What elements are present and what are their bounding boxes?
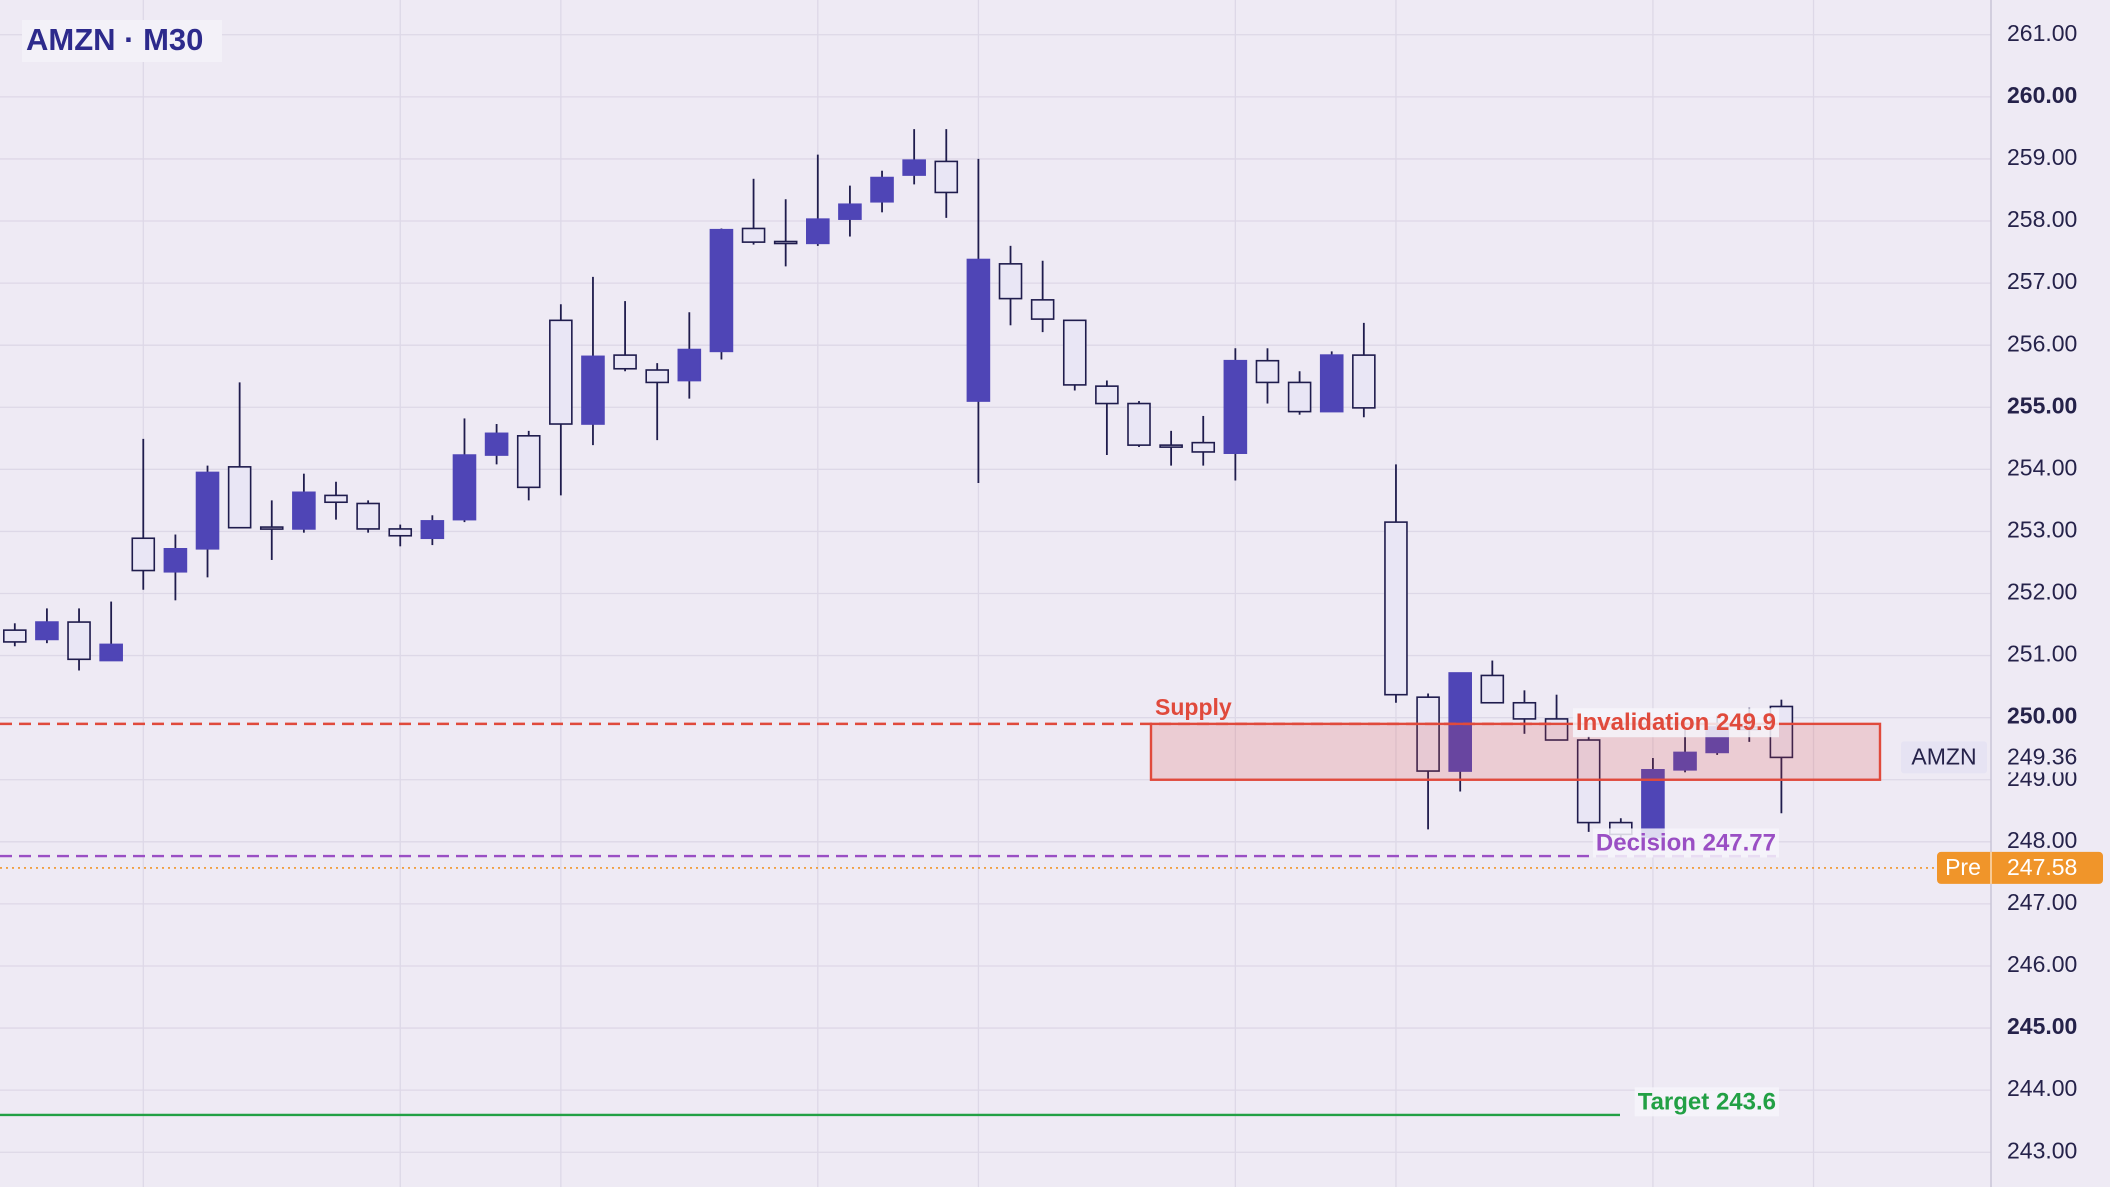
candle-body [195,471,220,550]
candle-body [484,432,509,456]
y-tick-label: 246.00 [2007,951,2077,977]
candle-body [1095,385,1119,405]
candle-body [292,491,316,530]
y-tick-label: 245.00 [2007,1013,2077,1039]
candle-body [1319,354,1344,413]
y-tick-label: 254.00 [2007,454,2077,480]
candle-body [645,369,670,384]
level-label: Decision 247.77 [1596,829,1776,856]
price-axis: 243.00 244.00 245.00 246.00 247.00 248.00 249.… [1901,20,2107,1163]
premarket-tag [1937,851,2103,884]
label-bg [1634,1087,1779,1117]
candle-body [1448,672,1472,772]
y-tick-label: 250.00 [2007,703,2077,729]
overlays: Supply Invalidation 249.9 Decision 247.77 T… [0,694,1938,1117]
candle-body [1416,696,1440,772]
candle-body [324,494,348,504]
y-tick-label: 244.00 [2007,1075,2077,1101]
candle-body [1512,701,1537,720]
candle-body [966,258,991,402]
y-tick-label: 252.00 [2007,579,2077,605]
candle-body [1191,441,1216,453]
level-label: Target 243.6 [1638,1088,1776,1115]
candle-body [67,621,91,661]
candle-body [741,227,766,243]
candle-body [1480,674,1505,704]
candle-body [2,629,27,643]
candle-body [1030,299,1055,320]
candle-body [1255,359,1280,384]
candle-body [581,355,605,425]
zone-label: Supply [1155,694,1232,720]
last-value: 249.36 [2007,743,2077,769]
last-label: AMZN [1911,743,1976,769]
plot [2,129,1794,839]
y-tick-label: 251.00 [2007,641,2077,667]
candle-body [934,160,959,194]
candle-body [613,354,637,370]
y-tick-label: 256.00 [2007,330,2077,356]
candle-body [805,218,830,245]
candle-body [1576,739,1601,824]
y-tick-label: 257.00 [2007,268,2077,294]
title-bg [22,20,222,62]
candle-body [227,466,252,529]
candle-body [356,502,380,530]
candle-body [1159,444,1183,448]
candle-body [516,435,541,489]
candle-body [259,526,284,530]
y-tick-label: 253.00 [2007,516,2077,542]
candle-body [838,203,862,220]
y-tick-label: 243.00 [2007,1137,2077,1163]
candle-body [902,159,926,176]
y-tick-label: 247.00 [2007,889,2077,915]
premarket-value: 247.58 [2007,854,2077,880]
candle-body [1673,751,1697,771]
candle-body [549,319,573,425]
candle-body [452,454,477,521]
y-tick-label: 260.00 [2007,82,2077,108]
candle-body [773,240,798,245]
y-tick-label: 259.00 [2007,144,2077,170]
candle-body [1062,319,1087,386]
candle-body [1127,402,1151,446]
candle-body [1352,354,1376,409]
candle-body [1384,521,1408,696]
candle-body [99,643,123,662]
last-tag [1901,741,1987,774]
candle-body [420,520,445,540]
y-tick-label: 258.00 [2007,206,2077,232]
candle-body [388,528,413,537]
candle-body [677,348,702,382]
level-label: Invalidation 249.9 [1576,709,1776,736]
y-tick-label: 248.00 [2007,827,2077,853]
premarket-label: Pre [1945,854,1981,880]
candle-body [870,176,894,203]
candle-body [35,621,59,641]
candle-body [998,263,1023,300]
candle-body [1223,359,1248,454]
label-bg [1572,708,1779,738]
last-value-bg [1995,742,2107,773]
y-tick-label: 261.00 [2007,20,2077,46]
candle-body [131,537,156,572]
candle-body [709,228,734,353]
candle-body [163,548,188,573]
label-bg [1592,828,1779,858]
chart-title: AMZN · M30 [26,22,203,57]
candle-body [1287,381,1312,413]
y-tick-label: 255.00 [2007,392,2077,418]
